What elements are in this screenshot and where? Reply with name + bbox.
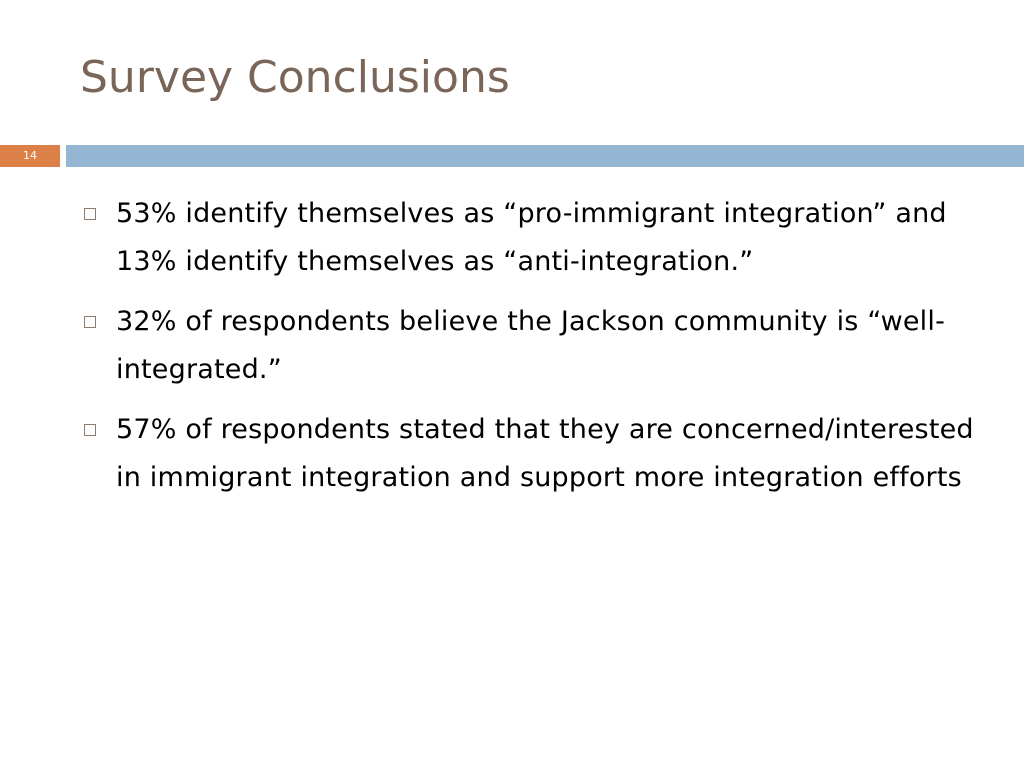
bullet-text: 32% of respondents believe the Jackson c… <box>116 306 946 385</box>
bullet-item: 57% of respondents stated that they are … <box>80 406 980 502</box>
bullet-item: 32% of respondents believe the Jackson c… <box>80 298 980 394</box>
bullet-item: 53% identify themselves as “pro-immigran… <box>80 190 980 286</box>
bullet-text: 53% identify themselves as “pro-immigran… <box>116 198 947 277</box>
bullet-text: 57% of respondents stated that they are … <box>116 414 974 493</box>
slide-number: 14 <box>0 145 60 167</box>
square-bullet-icon <box>84 208 96 220</box>
title-divider-bar <box>66 145 1024 167</box>
square-bullet-icon <box>84 316 96 328</box>
bullet-list: 53% identify themselves as “pro-immigran… <box>80 190 980 514</box>
square-bullet-icon <box>84 424 96 436</box>
slide-title: Survey Conclusions <box>80 52 510 103</box>
